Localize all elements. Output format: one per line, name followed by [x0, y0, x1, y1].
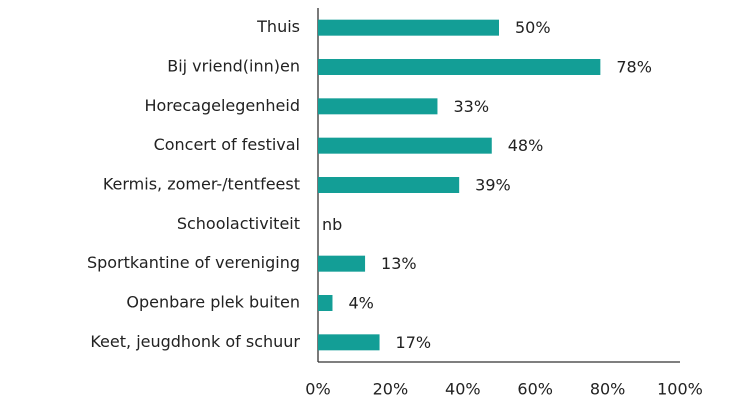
data-label: 33% [453, 97, 489, 116]
y-tick-label: Openbare plek buiten [126, 293, 300, 312]
bar [318, 59, 601, 75]
bar [318, 177, 460, 193]
y-tick-label: Sportkantine of vereniging [87, 253, 300, 272]
y-tick-label: Horecagelegenheid [144, 96, 300, 115]
x-tick-label: 0% [305, 380, 330, 399]
y-tick-label: Thuis [256, 17, 300, 36]
bar [318, 334, 380, 351]
data-label: 48% [508, 136, 544, 155]
y-tick-label: Schoolactiviteit [177, 214, 300, 233]
data-label: 13% [381, 254, 417, 273]
bar [318, 98, 438, 115]
data-label: 4% [348, 294, 373, 313]
data-label: 17% [396, 333, 432, 352]
data-label: 50% [515, 18, 551, 37]
x-tick-label: 60% [517, 380, 553, 399]
data-label: 39% [475, 176, 511, 195]
x-tick-label: 40% [445, 380, 481, 399]
bar [318, 137, 492, 154]
x-tick-label: 100% [657, 380, 703, 399]
data-label: 78% [616, 58, 652, 77]
bar [318, 295, 333, 311]
x-tick-label: 20% [373, 380, 409, 399]
y-tick-label: Kermis, zomer-/tentfeest [103, 175, 300, 194]
bar [318, 19, 499, 36]
x-tick-label: 80% [590, 380, 626, 399]
y-tick-label: Keet, jeugdhonk of schuur [90, 332, 300, 351]
y-tick-label: Concert of festival [154, 135, 300, 154]
y-tick-label: Bij vriend(inn)en [167, 57, 300, 76]
data-label: nb [322, 215, 342, 234]
bar [318, 255, 366, 272]
